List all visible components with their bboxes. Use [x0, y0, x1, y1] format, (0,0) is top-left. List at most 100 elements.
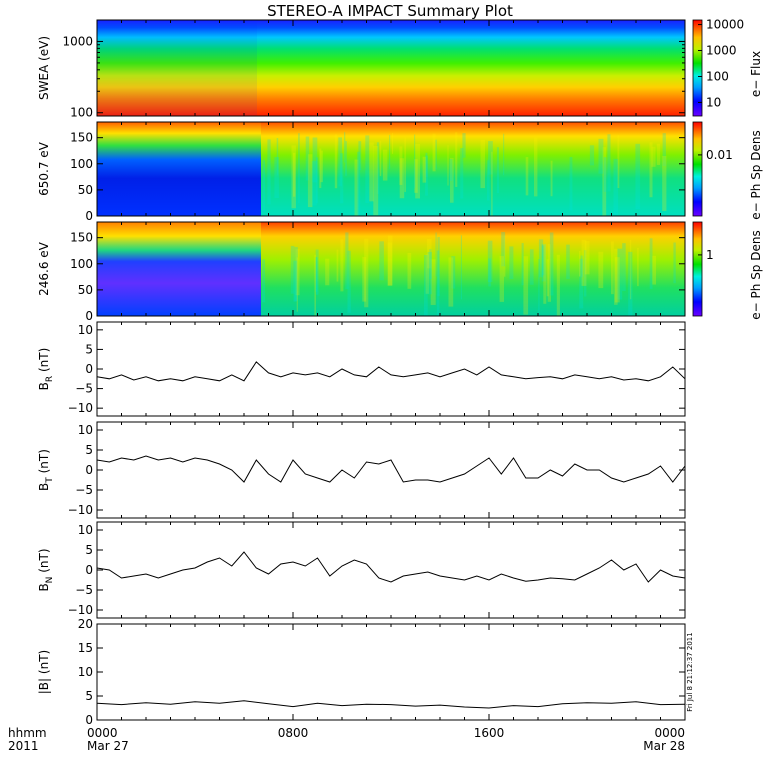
heatmap-streak [305, 136, 310, 181]
heatmap-streak [298, 133, 300, 204]
heatmap-streak [376, 142, 380, 195]
heatmap-streak [487, 160, 490, 201]
heatmap-streak [267, 139, 271, 205]
heatmap-streak [628, 251, 633, 316]
heatmap-streak [315, 257, 318, 292]
heatmap-streak [276, 138, 279, 176]
y-tick-label: 50 [78, 183, 93, 197]
magnetic-field-series-line [96, 361, 686, 382]
heatmap-streak [262, 259, 266, 303]
heatmap-streak [635, 143, 641, 210]
heatmap-streak [462, 133, 466, 158]
heatmap-streak [435, 139, 437, 170]
heatmap-streak [295, 249, 300, 296]
y-tick-label: 5 [85, 342, 93, 356]
swea-heatmap-panel [97, 20, 685, 116]
y-tick-label: −10 [68, 603, 93, 617]
heatmap-streak [543, 244, 547, 304]
y-tick-label: 150 [70, 131, 93, 145]
heatmap-streak [566, 244, 570, 279]
time-tick-label: 0000 [87, 726, 118, 740]
y-tick-label: 0 [85, 463, 93, 477]
heatmap-streak [652, 255, 656, 285]
heatmap-streak [649, 238, 653, 289]
pa246-region-early [97, 222, 261, 316]
heatmap-streak [345, 232, 349, 290]
heatmap-streak [387, 242, 393, 286]
heatmap-streak [503, 235, 506, 277]
heatmap-streak [293, 260, 298, 302]
heatmap-streak [538, 258, 540, 316]
y-tick-label: −10 [68, 401, 93, 415]
heatmap-streak [521, 243, 524, 286]
heatmap-streak [399, 146, 403, 185]
time-tick-label: 1600 [474, 726, 505, 740]
time-tick-date-label: Mar 27 [87, 739, 129, 753]
heatmap-streak [422, 156, 427, 183]
heatmap-streak [296, 257, 298, 312]
y-tick-label: 10 [78, 323, 93, 337]
heatmap-streak [673, 242, 676, 284]
colorbar-tick-label: 1 [706, 248, 714, 262]
colorbar-tick-label: 0.01 [706, 148, 733, 162]
heatmap-streak [340, 239, 344, 292]
heatmap-streak [449, 158, 453, 181]
heatmap-streak [429, 249, 432, 279]
pa650-region-late [261, 122, 685, 216]
heatmap-streak [427, 251, 432, 295]
y-axis-label: |B| (nT) [37, 650, 51, 694]
y-tick-label: 5 [85, 689, 93, 703]
y-tick-label: 10 [78, 423, 93, 437]
heatmap-streak [622, 243, 626, 292]
heatmap-streak [373, 145, 379, 216]
heatmap-streak [480, 139, 485, 189]
heatmap-streak [319, 148, 322, 189]
heatmap-streak [334, 134, 338, 189]
heatmap-streak [415, 144, 420, 199]
heatmap-streak [388, 235, 393, 286]
colorbar-tick-label: 100 [706, 69, 729, 83]
heatmap-streak [487, 240, 493, 282]
colorbar-tick-label: 1000 [706, 44, 737, 58]
heatmap-streak [291, 145, 296, 209]
heatmap-streak [607, 134, 611, 192]
heatmap-streak [294, 246, 298, 302]
heatmap-streak [414, 159, 418, 193]
pa650-region-early [97, 122, 261, 216]
heatmap-streak [613, 158, 619, 216]
heatmap-streak [315, 249, 319, 295]
heatmap-streak [315, 157, 319, 204]
heatmap-streak [602, 147, 607, 216]
heatmap-streak [503, 133, 505, 176]
heatmap-streak [550, 160, 553, 197]
heatmap-streak [404, 137, 406, 192]
heatmap-streak [617, 248, 623, 300]
heatmap-streak [262, 160, 265, 211]
heatmap-streak [662, 155, 667, 212]
heatmap-streak [354, 159, 359, 216]
generation-timestamp: Fri Jul 8 21:12:37 2011 [686, 632, 694, 711]
heatmap-streak [579, 258, 584, 309]
heatmap-streak [451, 256, 456, 289]
heatmap-streak [392, 132, 394, 154]
y-tick-label: 100 [70, 106, 93, 120]
y-tick-label: −5 [75, 382, 93, 396]
heatmap-streak [293, 152, 296, 197]
heatmap-streak [425, 155, 428, 196]
y-tick-label: 0 [85, 209, 93, 223]
heatmap-streak [340, 153, 344, 204]
y-tick-label: 0 [85, 713, 93, 727]
heatmap-streak [523, 256, 529, 315]
magnetic-field-series-line [96, 700, 686, 709]
y-axis-label: BR (nT) [37, 348, 55, 391]
heatmap-streak [501, 232, 506, 267]
heatmap-streak [525, 157, 529, 196]
colorbar-psd-650 [692, 121, 703, 217]
heatmap-streak [427, 238, 432, 269]
colorbar-tick-label: 10 [706, 95, 721, 109]
y-tick-label: −5 [75, 483, 93, 497]
y-axis-label: 246.6 eV [37, 241, 51, 296]
y-tick-label: 0 [85, 362, 93, 376]
heatmap-streak [389, 134, 391, 169]
